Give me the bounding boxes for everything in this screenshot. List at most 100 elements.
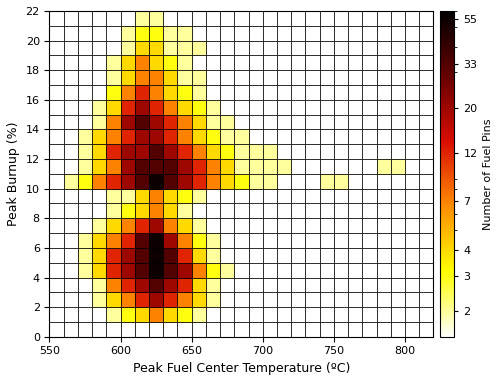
Bar — [376, 278, 390, 292]
Bar — [248, 233, 263, 248]
Bar — [192, 218, 206, 233]
Bar — [334, 218, 348, 233]
Bar — [106, 144, 120, 159]
Bar — [248, 115, 263, 129]
Bar — [120, 233, 135, 248]
Bar — [50, 85, 64, 100]
Bar — [78, 11, 92, 26]
Bar — [192, 292, 206, 307]
Bar — [291, 100, 306, 115]
Bar — [306, 115, 320, 129]
Bar — [405, 159, 419, 174]
Bar — [178, 40, 192, 55]
Bar — [106, 100, 120, 115]
Bar — [334, 85, 348, 100]
Bar — [78, 55, 92, 70]
Bar — [405, 218, 419, 233]
Bar — [149, 174, 163, 189]
Bar — [106, 189, 120, 204]
Bar — [192, 278, 206, 292]
Bar — [163, 278, 178, 292]
Bar — [320, 100, 334, 115]
Bar — [220, 26, 234, 40]
Bar — [135, 292, 149, 307]
Bar — [419, 70, 434, 85]
Bar — [248, 307, 263, 322]
Bar — [78, 278, 92, 292]
Bar — [348, 70, 362, 85]
Bar — [135, 307, 149, 322]
Bar — [263, 218, 277, 233]
Bar — [64, 159, 78, 174]
Bar — [320, 55, 334, 70]
Bar — [248, 129, 263, 144]
Bar — [163, 248, 178, 263]
Bar — [64, 204, 78, 218]
Bar — [206, 144, 220, 159]
Bar — [106, 322, 120, 337]
Bar — [234, 11, 248, 26]
Bar — [405, 292, 419, 307]
Bar — [320, 26, 334, 40]
Bar — [163, 218, 178, 233]
Bar — [106, 218, 120, 233]
Bar — [163, 115, 178, 129]
Bar — [106, 40, 120, 55]
Bar — [220, 218, 234, 233]
Bar — [149, 292, 163, 307]
Bar — [120, 100, 135, 115]
Bar — [390, 263, 405, 278]
Bar — [192, 278, 206, 292]
Bar — [362, 115, 376, 129]
Bar — [163, 307, 178, 322]
Bar — [320, 40, 334, 55]
Bar — [178, 189, 192, 204]
Bar — [50, 129, 64, 144]
Bar — [263, 233, 277, 248]
Bar — [320, 322, 334, 337]
Bar — [178, 248, 192, 263]
Bar — [178, 129, 192, 144]
Bar — [263, 204, 277, 218]
Bar — [120, 292, 135, 307]
Bar — [120, 85, 135, 100]
Bar — [178, 174, 192, 189]
Bar — [390, 233, 405, 248]
Bar — [50, 11, 64, 26]
Bar — [120, 159, 135, 174]
Bar — [120, 174, 135, 189]
Bar — [192, 204, 206, 218]
Bar — [78, 144, 92, 159]
Bar — [149, 85, 163, 100]
Bar — [192, 144, 206, 159]
Bar — [277, 204, 291, 218]
Bar — [120, 189, 135, 204]
Bar — [178, 278, 192, 292]
Bar — [64, 189, 78, 204]
Bar — [178, 115, 192, 129]
Bar — [206, 144, 220, 159]
Bar — [248, 70, 263, 85]
Bar — [78, 40, 92, 55]
Bar — [106, 233, 120, 248]
Bar — [163, 26, 178, 40]
Bar — [206, 189, 220, 204]
Bar — [178, 322, 192, 337]
Bar — [220, 129, 234, 144]
Bar — [405, 322, 419, 337]
Bar — [163, 129, 178, 144]
Bar — [405, 55, 419, 70]
Bar — [263, 11, 277, 26]
Bar — [135, 115, 149, 129]
Bar — [306, 307, 320, 322]
Bar — [149, 278, 163, 292]
Bar — [92, 85, 106, 100]
Bar — [320, 307, 334, 322]
Bar — [277, 233, 291, 248]
Bar — [192, 100, 206, 115]
Bar — [206, 322, 220, 337]
Bar — [78, 129, 92, 144]
Bar — [120, 278, 135, 292]
Bar — [163, 233, 178, 248]
Bar — [163, 40, 178, 55]
